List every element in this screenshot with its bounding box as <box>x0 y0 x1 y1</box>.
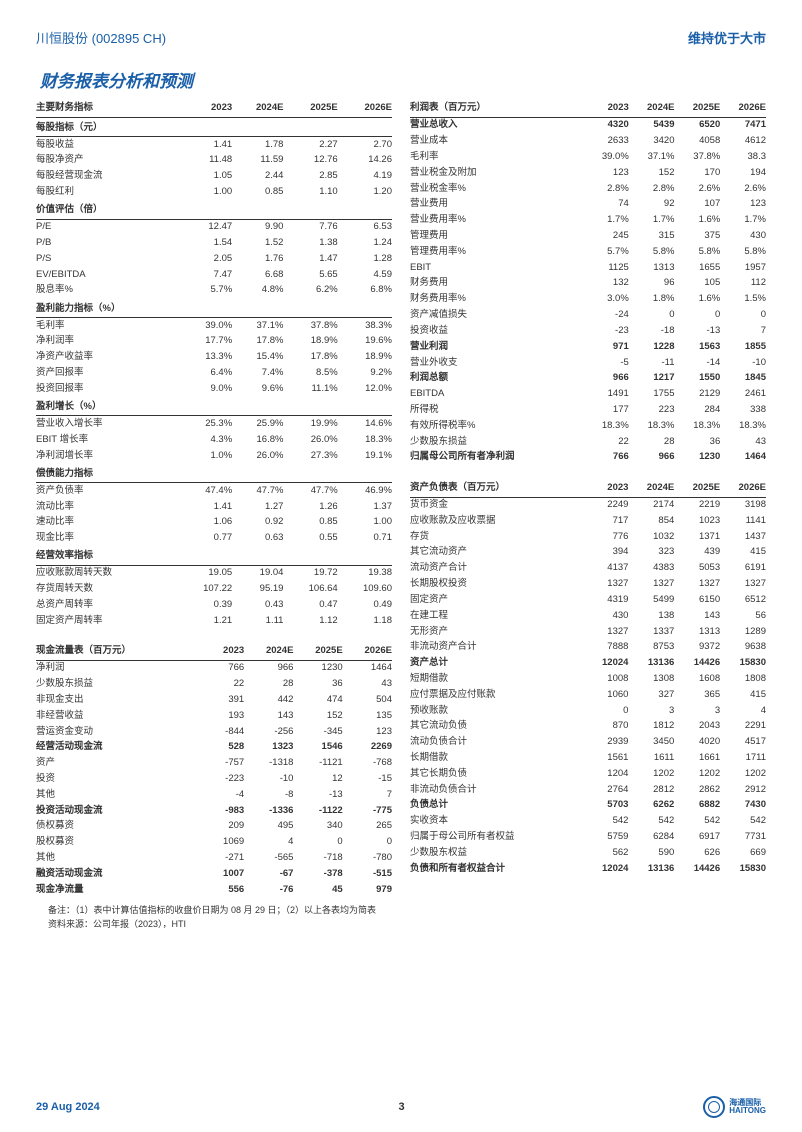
company-name: 川恒股份 (002895 CH) <box>36 28 166 47</box>
notes: 备注：（1）表中计算估值指标的收盘价日期为 08 月 29 日；（2）以上各表均… <box>36 904 766 931</box>
income-statement-table: 利润表（百万元）20232024E2025E2026E营业总收入43205439… <box>410 100 766 466</box>
rating: 维持优于大市 <box>688 28 766 47</box>
key-metrics-table: 主要财务指标20232024E2025E2026E每股指标（元）每股收益1.41… <box>36 100 392 629</box>
page-number: 3 <box>398 1101 404 1113</box>
page-title: 财务报表分析和预测 <box>36 67 766 92</box>
balance-sheet-table: 资产负债表（百万元）20232024E2025E2026E货币资金2249217… <box>410 480 766 877</box>
haitong-icon <box>703 1096 725 1118</box>
left-column: 主要财务指标20232024E2025E2026E每股指标（元）每股收益1.41… <box>36 100 392 898</box>
footer: 29 Aug 2024 3 海通国际 HAITONG <box>36 1096 766 1118</box>
brand-logo: 海通国际 HAITONG <box>703 1096 766 1118</box>
cashflow-table: 现金流量表（百万元）20232024E2025E2026E净利润76696612… <box>36 643 392 898</box>
footer-date: 29 Aug 2024 <box>36 1101 100 1113</box>
right-column: 利润表（百万元）20232024E2025E2026E营业总收入43205439… <box>410 100 766 898</box>
